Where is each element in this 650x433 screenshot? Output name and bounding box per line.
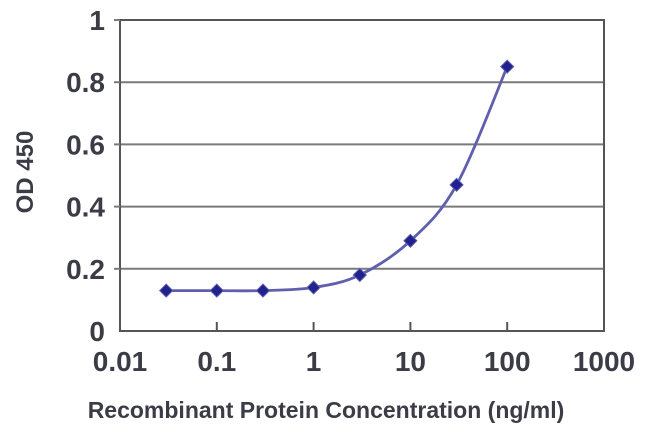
- data-point-marker: [306, 280, 321, 295]
- y-tick-label: 0.2: [66, 254, 105, 285]
- x-tick-label: 100: [484, 346, 531, 377]
- tick-labels-layer: 0.01 0.1 1 10 100 1000 0 0.2 0.4 0.6 0.8 1: [66, 5, 635, 377]
- plot-frame-layer: [119, 19, 605, 332]
- y-tick-label: 0.4: [66, 192, 105, 223]
- x-tick-label: 1: [306, 346, 322, 377]
- y-axis-title: OD 450: [12, 131, 39, 214]
- x-tick-label: 10: [395, 346, 426, 377]
- y-tick-label: 1: [89, 5, 105, 36]
- data-point-marker: [449, 177, 464, 193]
- x-tick-label: 0.1: [197, 346, 236, 377]
- data-series-layer: [158, 59, 515, 298]
- data-point-marker: [158, 283, 174, 298]
- data-point-marker: [209, 283, 225, 298]
- data-point-marker: [352, 267, 367, 283]
- x-tick-label: 0.01: [93, 346, 148, 377]
- data-point-marker: [255, 283, 271, 298]
- y-tick-label: 0: [89, 316, 105, 347]
- x-tick-label: 1000: [573, 346, 635, 377]
- data-point-marker: [499, 59, 515, 74]
- axis-ticks-layer: [114, 19, 605, 330]
- y-tick-label: 0.6: [66, 129, 105, 160]
- x-axis-title: Recombinant Protein Concentration (ng/ml…: [88, 397, 565, 423]
- y-tick-label: 0.8: [66, 67, 105, 98]
- gridlines-layer: [120, 81, 604, 270]
- plot-frame: [119, 19, 605, 332]
- data-point-marker: [403, 233, 418, 249]
